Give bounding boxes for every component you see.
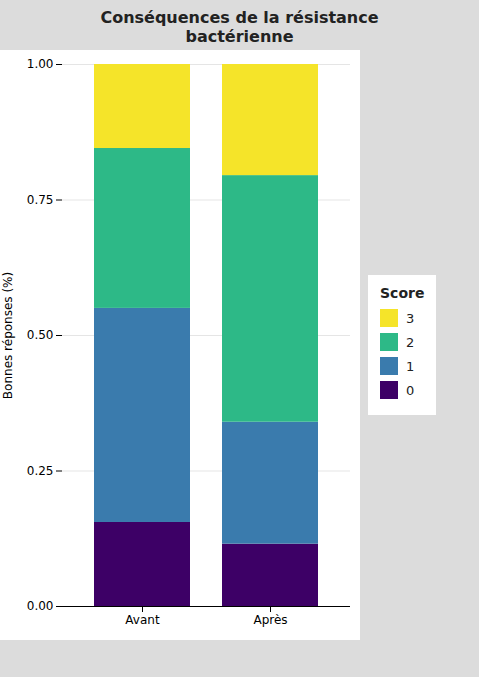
svg-text:Bonnes réponses (%): Bonnes réponses (%)	[1, 272, 15, 399]
html-text:Score: Score	[380, 285, 425, 301]
html-text:2: 2	[406, 334, 415, 350]
svg-text:0.75: 0.75	[27, 193, 54, 207]
html-text:Conséquences de la résistance: Conséquences de la résistance bactérienn…	[100, 8, 379, 46]
html-text:1: 1	[406, 358, 415, 374]
svg-text:0.00: 0.00	[27, 599, 54, 613]
svg-text:1.00: 1.00	[27, 57, 54, 71]
svg-text:0.50: 0.50	[27, 328, 54, 342]
svg-text:0.25: 0.25	[27, 464, 54, 478]
html-text:0: 0	[406, 382, 415, 398]
svg-text:Après: Après	[253, 613, 287, 627]
svg-text:Avant: Avant	[125, 613, 160, 627]
html-text:3: 3	[406, 310, 415, 326]
